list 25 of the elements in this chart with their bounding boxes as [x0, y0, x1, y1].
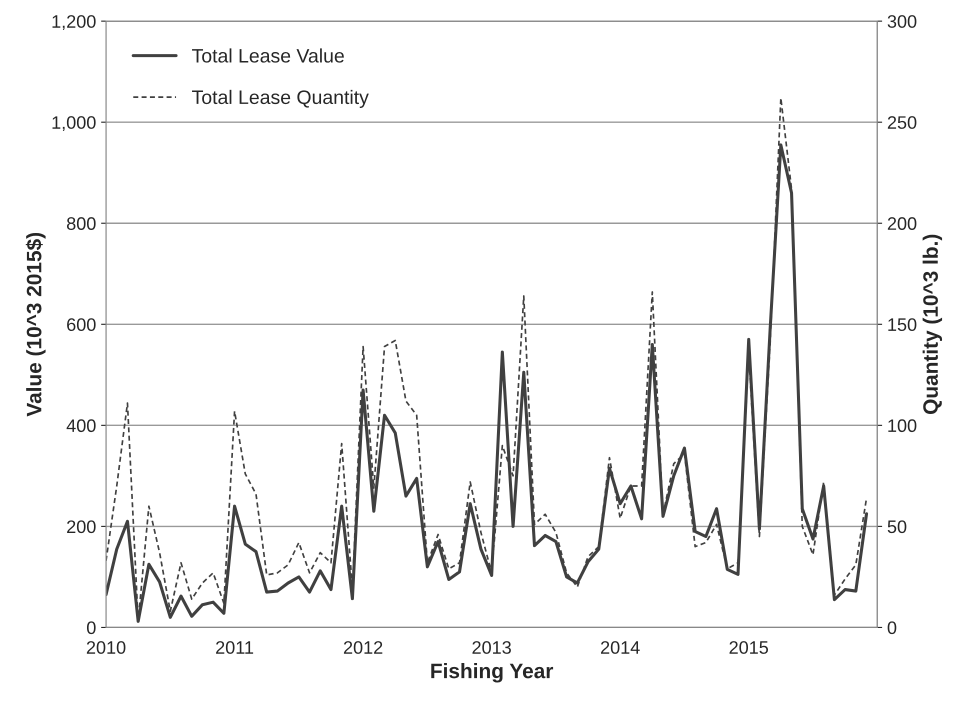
y2-tick-label: 100 — [888, 419, 916, 432]
x-tick-label: 2015 — [730, 641, 768, 654]
legend-label: Total Lease Value — [192, 48, 344, 63]
y2-tick-label: 50 — [888, 520, 906, 534]
y2-tick-label: 250 — [888, 116, 916, 129]
legend-label: Total Lease Quantity — [192, 90, 369, 108]
y2-tick-label: 300 — [888, 15, 916, 28]
y2-tick-label: 0 — [888, 621, 896, 634]
y2-tick-label: 150 — [888, 318, 916, 332]
x-tick-label: 2010 — [86, 641, 126, 654]
x-axis-title: Fishing Year — [431, 663, 554, 683]
x-tick-label: 2011 — [216, 641, 254, 654]
y-tick-label: 200 — [67, 520, 96, 534]
x-tick-label: 2012 — [344, 641, 382, 654]
y-tick-label: 0 — [86, 621, 96, 634]
y-tick-label: 800 — [66, 217, 96, 230]
y-tick-label: 400 — [66, 419, 96, 432]
y2-axis-title: Quantity (10^3 lb.) — [922, 234, 942, 414]
y-tick-label: 1,200 — [52, 15, 96, 30]
y2-tick-label: 200 — [888, 217, 916, 230]
x-tick-label: 2013 — [472, 641, 511, 654]
y-tick-label: 600 — [67, 318, 96, 332]
y-axis-title: Value (10^3 2015$) — [26, 232, 46, 417]
x-tick-label: 2014 — [601, 641, 640, 654]
y-tick-label: 1,000 — [52, 116, 96, 132]
